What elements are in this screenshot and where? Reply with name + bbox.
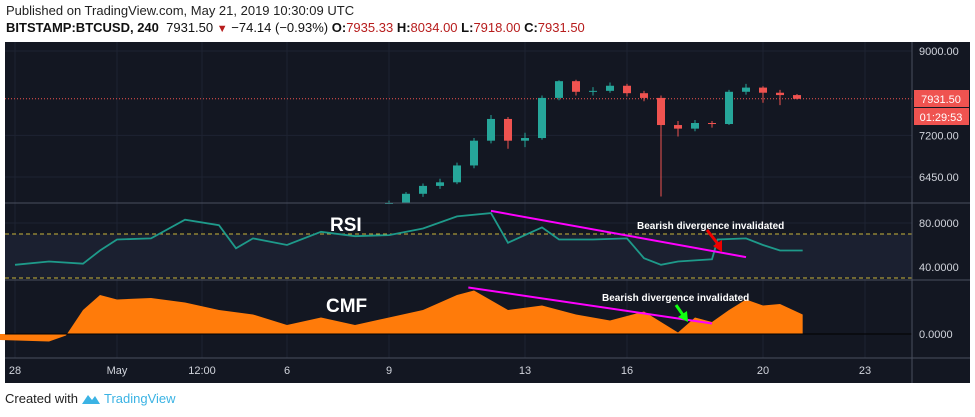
cmf-tick-label: 0.0000 [919, 329, 953, 341]
candle-body [402, 193, 410, 203]
rsi-pane [14, 209, 803, 266]
low-value: 7918.00 [473, 20, 521, 35]
candle-body [742, 87, 750, 92]
tradingview-link[interactable]: TradingView [103, 391, 176, 406]
cmf-pane [0, 286, 912, 342]
candle-body [623, 85, 631, 94]
countdown-tag-text: 01:29:53 [920, 112, 963, 124]
price-tick-label: 7200.00 [919, 130, 959, 142]
x-tick-label: 28 [9, 365, 21, 377]
rsi-tick-label: 40.0000 [919, 262, 959, 274]
created-with-label: Created with [5, 391, 78, 406]
candle-body [776, 92, 784, 96]
high-label: H: [396, 20, 411, 35]
last-price-tag [914, 90, 969, 107]
candle-body [436, 182, 444, 186]
last-price-tag-text: 7931.50 [921, 94, 961, 106]
symbol-ohlc-line: BITSTAMP:BTCUSD, 240 7931.50 ▼ −74.14 (−… [6, 20, 585, 35]
rsi-band [5, 234, 912, 278]
axes: 28 May 12:00 6 9 13 16 20 23 9000.00 7200.00 6450.0… [9, 46, 959, 377]
candle-body [640, 93, 648, 98]
green-arrow-icon [674, 304, 688, 322]
close-label: C: [524, 20, 538, 35]
price-change: −74.14 (−0.93%) [231, 20, 329, 35]
symbol-label: BITSTAMP:BTCUSD, 240 [6, 20, 159, 35]
candle-body [538, 97, 546, 139]
x-tick-label: 9 [386, 365, 392, 377]
candle-body [725, 91, 733, 125]
x-tick-label: 16 [621, 365, 633, 377]
last-price: 7931.50 [166, 20, 214, 35]
x-tick-label: 23 [859, 365, 871, 377]
candle-body [453, 165, 461, 183]
candle-body [555, 81, 563, 98]
candle-body [504, 118, 512, 141]
price-tick-label: 9000.00 [919, 46, 959, 58]
open-value: 7935.33 [346, 20, 394, 35]
rsi-trendline [490, 209, 747, 259]
candle-body [419, 185, 427, 194]
cmf-trendline [468, 286, 713, 325]
candle-body [521, 138, 529, 141]
price-pane [5, 79, 912, 204]
candle-body [572, 81, 580, 92]
candle-body [759, 87, 767, 93]
rsi-line [14, 212, 803, 266]
footer: Created with TradingView [5, 391, 176, 406]
rsi-tick-label: 80.0000 [919, 218, 959, 230]
x-tick-label: 6 [284, 365, 290, 377]
published-line: Published on TradingView.com, May 21, 20… [6, 3, 355, 18]
rsi-title: RSI [330, 215, 362, 236]
rsi-annotation: Bearish divergence invalidated [637, 221, 784, 232]
candle-body [691, 122, 699, 129]
x-tick-label: May [107, 365, 128, 377]
open-label: O: [331, 20, 347, 35]
down-triangle-icon: ▼ [216, 23, 228, 35]
cmf-annotation: Bearish divergence invalidated [602, 293, 749, 304]
candle-body [589, 90, 597, 92]
candle-body [793, 95, 801, 99]
x-tick-label: 12:00 [188, 365, 216, 377]
candle-body [487, 118, 495, 141]
x-tick-label: 13 [519, 365, 531, 377]
price-tick-label: 6450.00 [919, 172, 959, 184]
low-label: L: [461, 20, 474, 35]
candle-body [657, 97, 665, 126]
countdown-tag [914, 108, 969, 125]
close-value: 7931.50 [537, 20, 585, 35]
cmf-title: CMF [326, 296, 367, 317]
red-arrow-icon [705, 229, 722, 252]
candle-body [606, 85, 614, 91]
cmf-area [0, 290, 803, 342]
high-value: 8034.00 [410, 20, 458, 35]
candle-body [674, 125, 682, 129]
candle-body [470, 140, 478, 166]
candle-body [708, 122, 716, 125]
tradingview-logo-icon [81, 394, 100, 404]
x-tick-label: 20 [757, 365, 769, 377]
